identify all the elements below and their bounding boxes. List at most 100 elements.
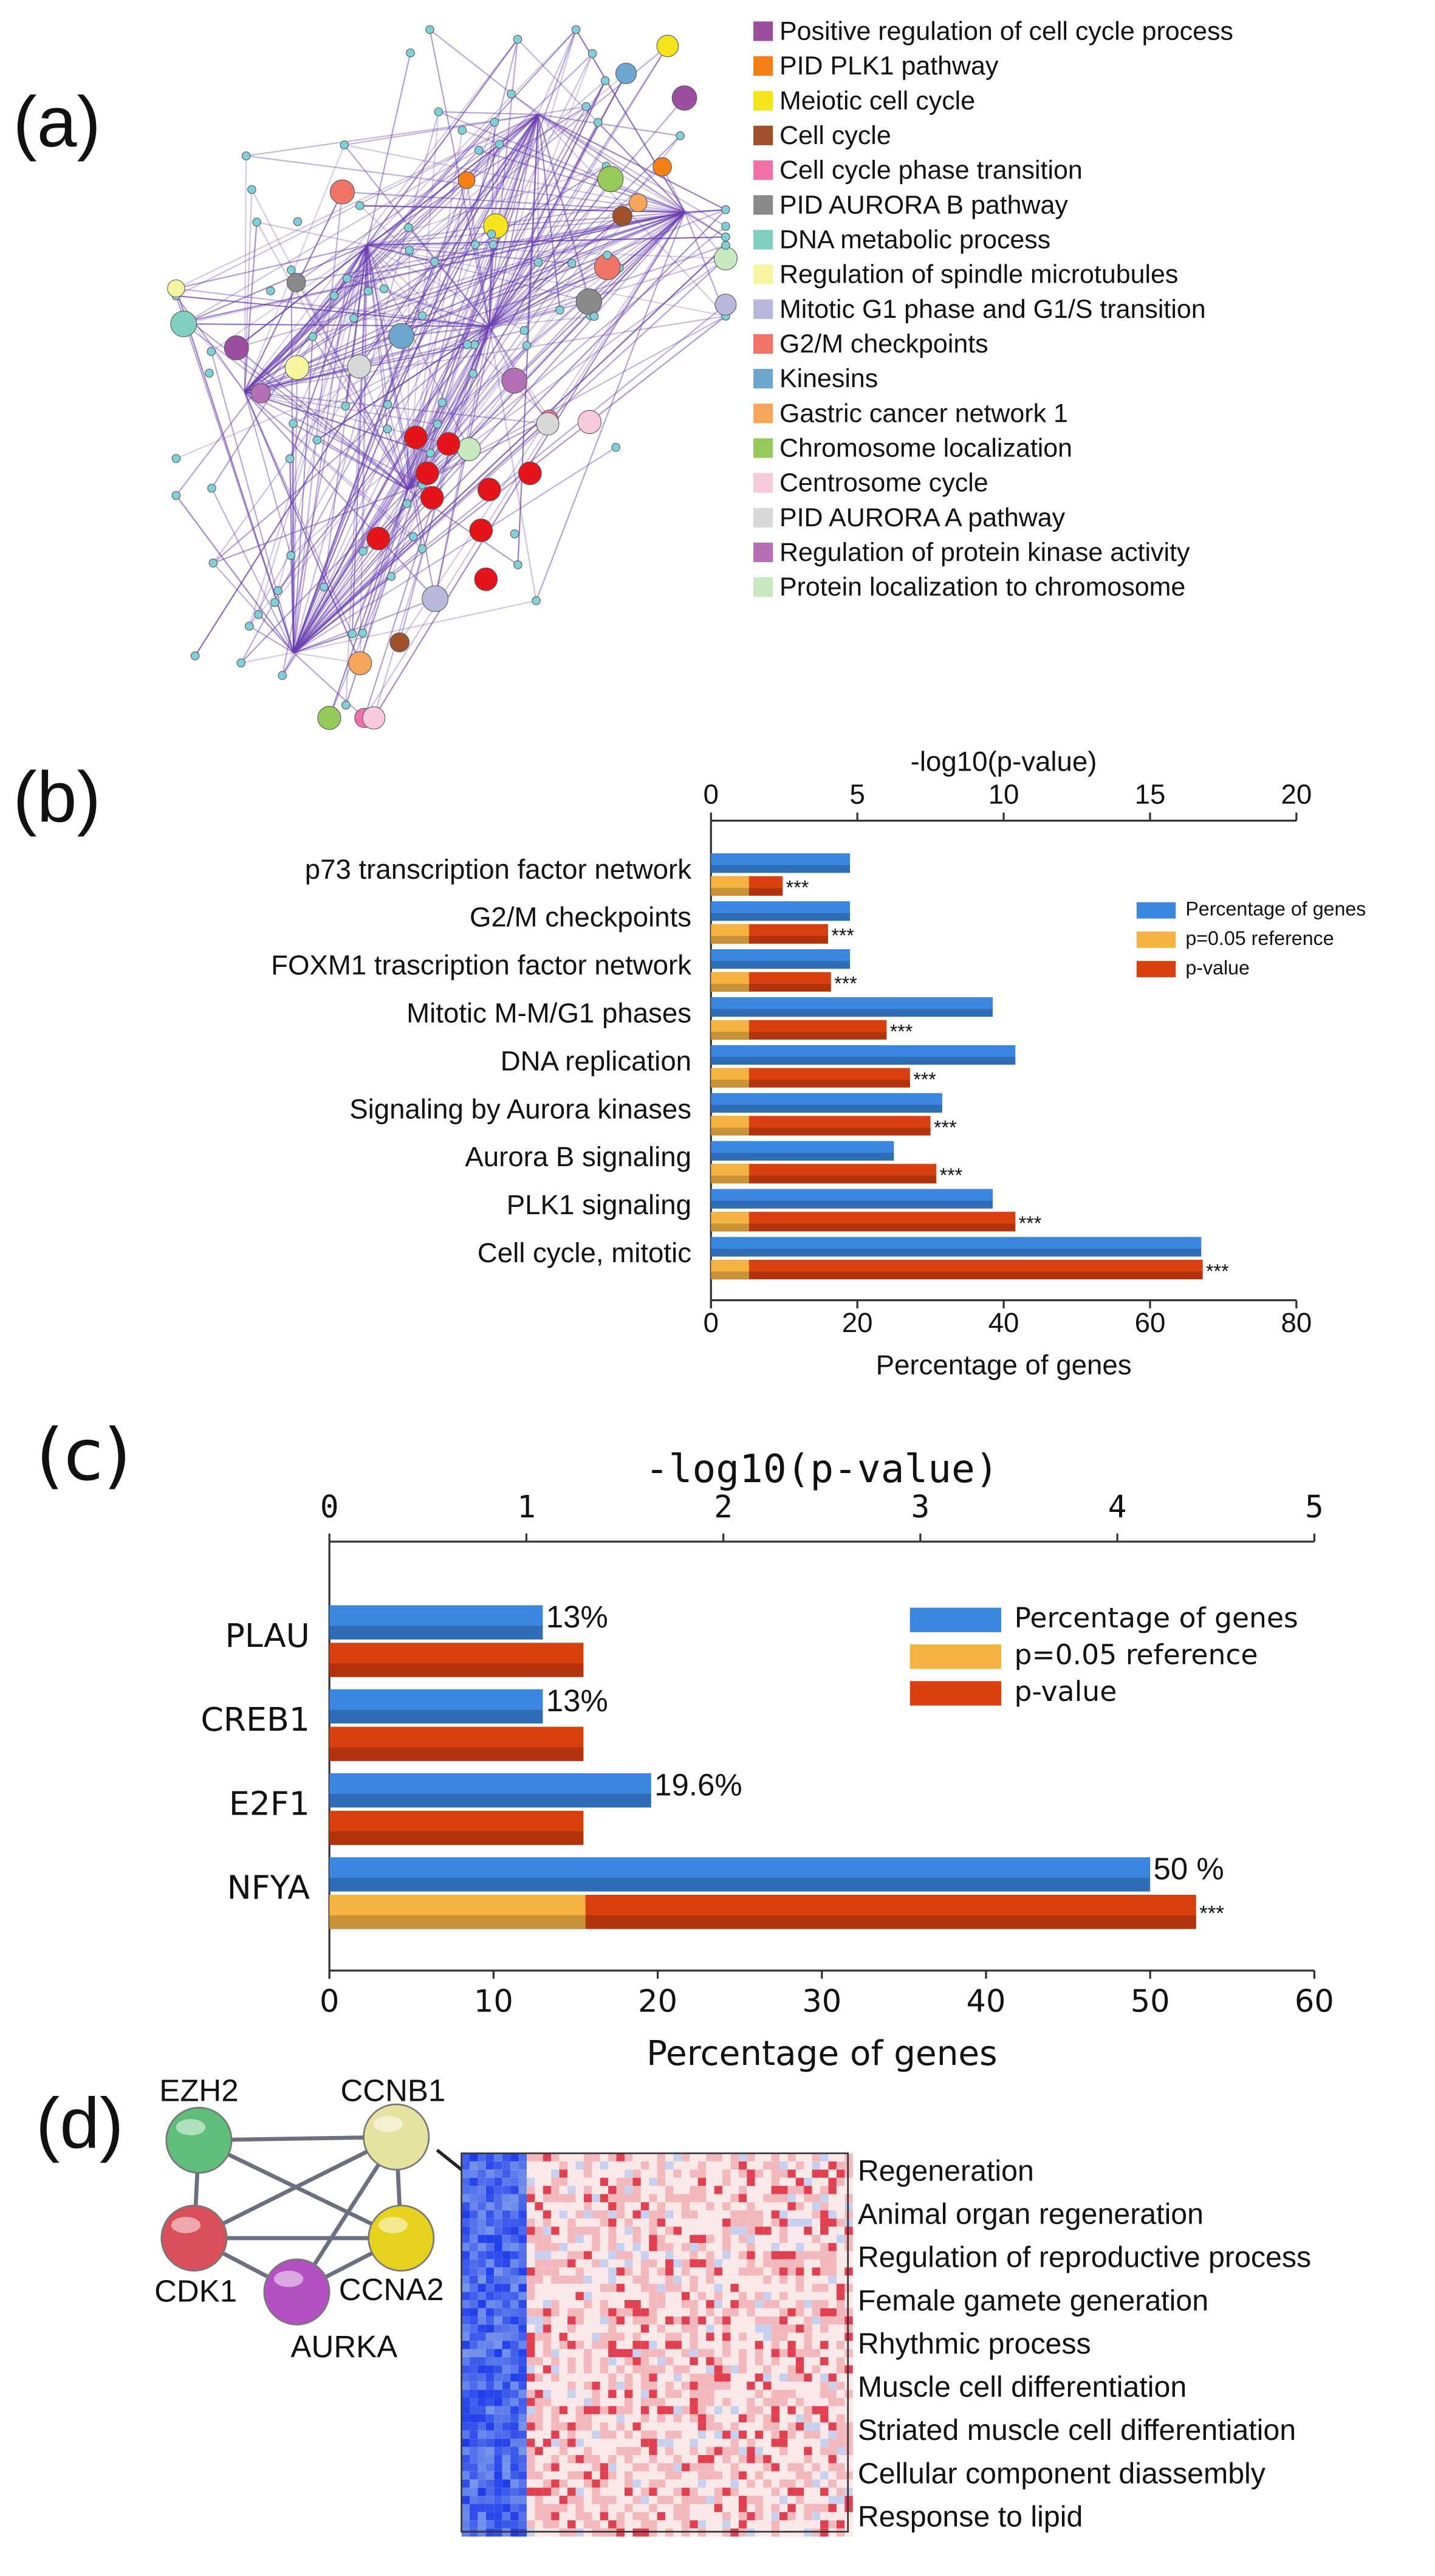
heatmap-cell	[828, 2169, 837, 2178]
heatmap-cell	[592, 2259, 600, 2268]
heatmap-cell	[795, 2373, 804, 2382]
heatmap-cell	[575, 2357, 584, 2366]
heatmap-cell	[485, 2512, 495, 2521]
heatmap-cell	[575, 2504, 584, 2512]
heatmap-cell	[763, 2463, 772, 2471]
heatmap-cell	[820, 2308, 829, 2317]
heatmap-cell	[722, 2161, 731, 2170]
heatmap-cell	[567, 2389, 576, 2399]
network-edge	[256, 221, 408, 490]
heatmap-cell	[535, 2349, 543, 2357]
heatmap-cell	[632, 2202, 641, 2211]
heatmap-cell	[649, 2496, 657, 2504]
heatmap-cell	[608, 2512, 617, 2521]
heatmap-cell	[812, 2341, 821, 2349]
heatmap-cell	[755, 2227, 764, 2235]
heatmap-cell	[828, 2267, 837, 2276]
heatmap-cell	[836, 2365, 845, 2374]
heatmap-cell	[632, 2308, 641, 2317]
heatmap-cell	[730, 2300, 739, 2309]
heatmap-cell	[697, 2177, 707, 2186]
heatmap-cell	[535, 2308, 543, 2317]
heatmap-cell	[673, 2161, 682, 2170]
heatmap-cell	[779, 2284, 788, 2292]
heatmap-cell	[697, 2153, 707, 2162]
network-node	[224, 335, 249, 360]
network	[167, 25, 738, 730]
heatmap-cell	[657, 2357, 666, 2366]
heatmap-cell	[616, 2357, 625, 2366]
network-edge	[387, 404, 409, 490]
heatmap-cell	[478, 2324, 486, 2333]
heatmap-cell	[625, 2439, 633, 2447]
heatmap-cell	[608, 2487, 617, 2496]
heatmap-cell	[535, 2227, 543, 2235]
heatmap-cell	[763, 2479, 772, 2488]
network-edge	[277, 326, 490, 591]
heatmap-cell	[771, 2512, 779, 2521]
heatmap-cell	[575, 2406, 584, 2414]
heatmap-cell	[518, 2292, 527, 2300]
heatmap-cell	[763, 2357, 772, 2366]
heatmap-cell	[583, 2439, 592, 2447]
heatmap-cell	[771, 2177, 779, 2186]
heatmap-cell	[771, 2300, 779, 2309]
heatmap	[461, 2153, 853, 2537]
heatmap-cell	[812, 2194, 821, 2202]
heatmap-cell	[559, 2243, 568, 2251]
heatmap-cell	[828, 2308, 837, 2317]
heatmap-cell	[722, 2332, 731, 2341]
heatmap-cell	[502, 2292, 511, 2300]
heatmap-cell	[461, 2439, 470, 2447]
heatmap-cell	[518, 2308, 527, 2317]
heatmap-cell	[665, 2357, 674, 2366]
heatmap-cell	[738, 2259, 747, 2268]
network-edge	[248, 114, 539, 627]
heatmap-cell	[665, 2463, 674, 2471]
network-node	[437, 398, 447, 407]
heatmap-cell	[478, 2422, 486, 2431]
heatmap-cell	[526, 2373, 535, 2382]
heatmap-cell	[804, 2479, 812, 2488]
heatmap-cell	[697, 2406, 707, 2414]
heatmap-cell	[485, 2161, 495, 2170]
network-edge	[359, 489, 409, 664]
network-edge	[383, 288, 490, 328]
network-edge	[538, 114, 727, 238]
heatmap-cell	[567, 2251, 576, 2259]
heatmap-cell	[478, 2406, 486, 2414]
network-edge	[685, 208, 726, 213]
heatmap-cell	[485, 2267, 495, 2276]
heatmap-cell	[755, 2512, 764, 2521]
category-label: PLAU	[225, 1616, 310, 1655]
heatmap-cell	[828, 2422, 837, 2431]
heatmap-cell	[567, 2439, 576, 2447]
heatmap-cell	[600, 2308, 609, 2317]
heatmap-cell	[681, 2284, 690, 2292]
heatmap-cell	[600, 2365, 609, 2374]
heatmap-cell	[478, 2316, 486, 2325]
network-edge	[437, 211, 686, 425]
heatmap-cell	[608, 2186, 617, 2194]
heatmap-cell	[657, 2194, 666, 2202]
x2-tick-label: 20	[1281, 778, 1312, 809]
heatmap-cell	[535, 2324, 543, 2333]
heatmap-cell	[543, 2227, 552, 2235]
network-node	[383, 424, 392, 434]
network-node	[404, 425, 428, 450]
heatmap-cell	[649, 2463, 657, 2471]
legend-swatch	[753, 334, 773, 354]
heatmap-cell	[787, 2324, 796, 2333]
heatmap-cell	[461, 2398, 470, 2406]
heatmap-cell	[787, 2439, 796, 2447]
network-edge	[293, 191, 343, 653]
heatmap-cell	[812, 2177, 821, 2186]
heatmap-cell	[485, 2357, 495, 2366]
heatmap-cell	[526, 2177, 535, 2186]
heatmap-cell	[706, 2487, 714, 2496]
heatmap-cell	[583, 2153, 592, 2162]
heatmap-cell	[665, 2414, 674, 2423]
heatmap-cell	[461, 2406, 470, 2414]
heatmap-cell	[600, 2341, 609, 2349]
heatmap-cell	[592, 2365, 600, 2374]
